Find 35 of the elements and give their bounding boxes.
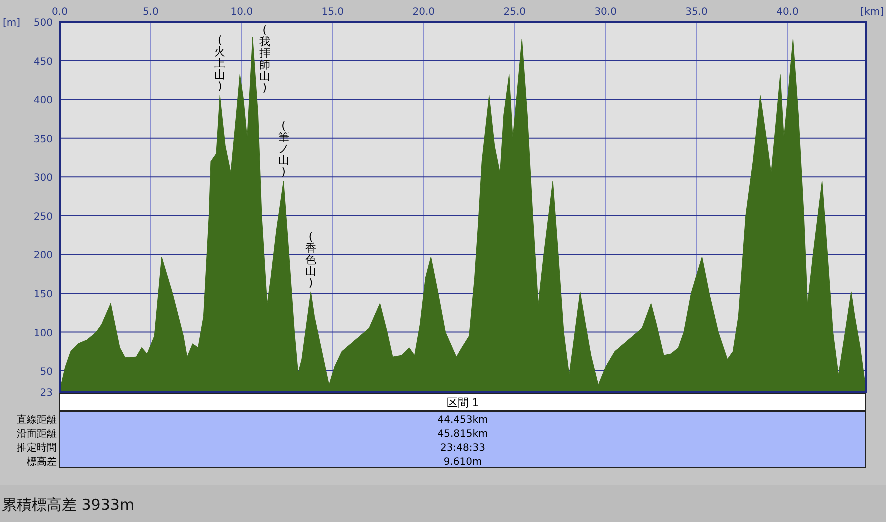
text: 44.453km xyxy=(438,415,488,426)
y-tick-label: 400 xyxy=(34,96,53,107)
text: 23:48:33 xyxy=(440,443,486,454)
x-tick-label: 40.0 xyxy=(776,7,799,18)
x-tick-label: 0.0 xyxy=(52,7,68,18)
x-tick-label: 20.0 xyxy=(412,7,436,18)
text: 区間 1 xyxy=(446,396,480,410)
y-axis-title: [m] xyxy=(3,18,21,29)
x-tick-label: 25.0 xyxy=(504,7,526,18)
text: 推定時間 xyxy=(17,442,57,454)
y-tick-label: 250 xyxy=(34,212,53,223)
y-tick-label: 300 xyxy=(34,173,53,184)
y-tick-label: 500 xyxy=(34,18,53,29)
y-tick-label: 100 xyxy=(34,328,53,340)
text: 沿面距離 xyxy=(17,428,57,440)
x-tick-label: 5.0 xyxy=(143,7,159,18)
x-axis-title: [km] xyxy=(860,7,884,18)
x-tick-label: 15.0 xyxy=(322,7,344,18)
x-tick-label: 30.0 xyxy=(594,7,617,18)
y-tick-label: 23 xyxy=(40,388,53,399)
text: 累積標高差 3933m xyxy=(2,496,135,514)
annotation: (香色山) xyxy=(306,230,317,290)
text: 直線距離 xyxy=(17,414,57,426)
text: 45.815km xyxy=(438,429,488,440)
text: 標高差 xyxy=(27,456,57,468)
y-tick-label: 350 xyxy=(34,134,53,146)
annotation: (火上山) xyxy=(214,34,226,94)
y-tick-label: 200 xyxy=(34,250,53,262)
y-tick-label: 450 xyxy=(34,56,53,68)
annotation: (我拝師山) xyxy=(259,24,270,94)
text: 9.610m xyxy=(444,457,482,468)
x-tick-label: 35.0 xyxy=(686,7,708,18)
y-tick-label: 50 xyxy=(40,367,53,378)
y-tick-label: 150 xyxy=(34,289,53,300)
x-tick-label: 10.0 xyxy=(230,7,254,18)
